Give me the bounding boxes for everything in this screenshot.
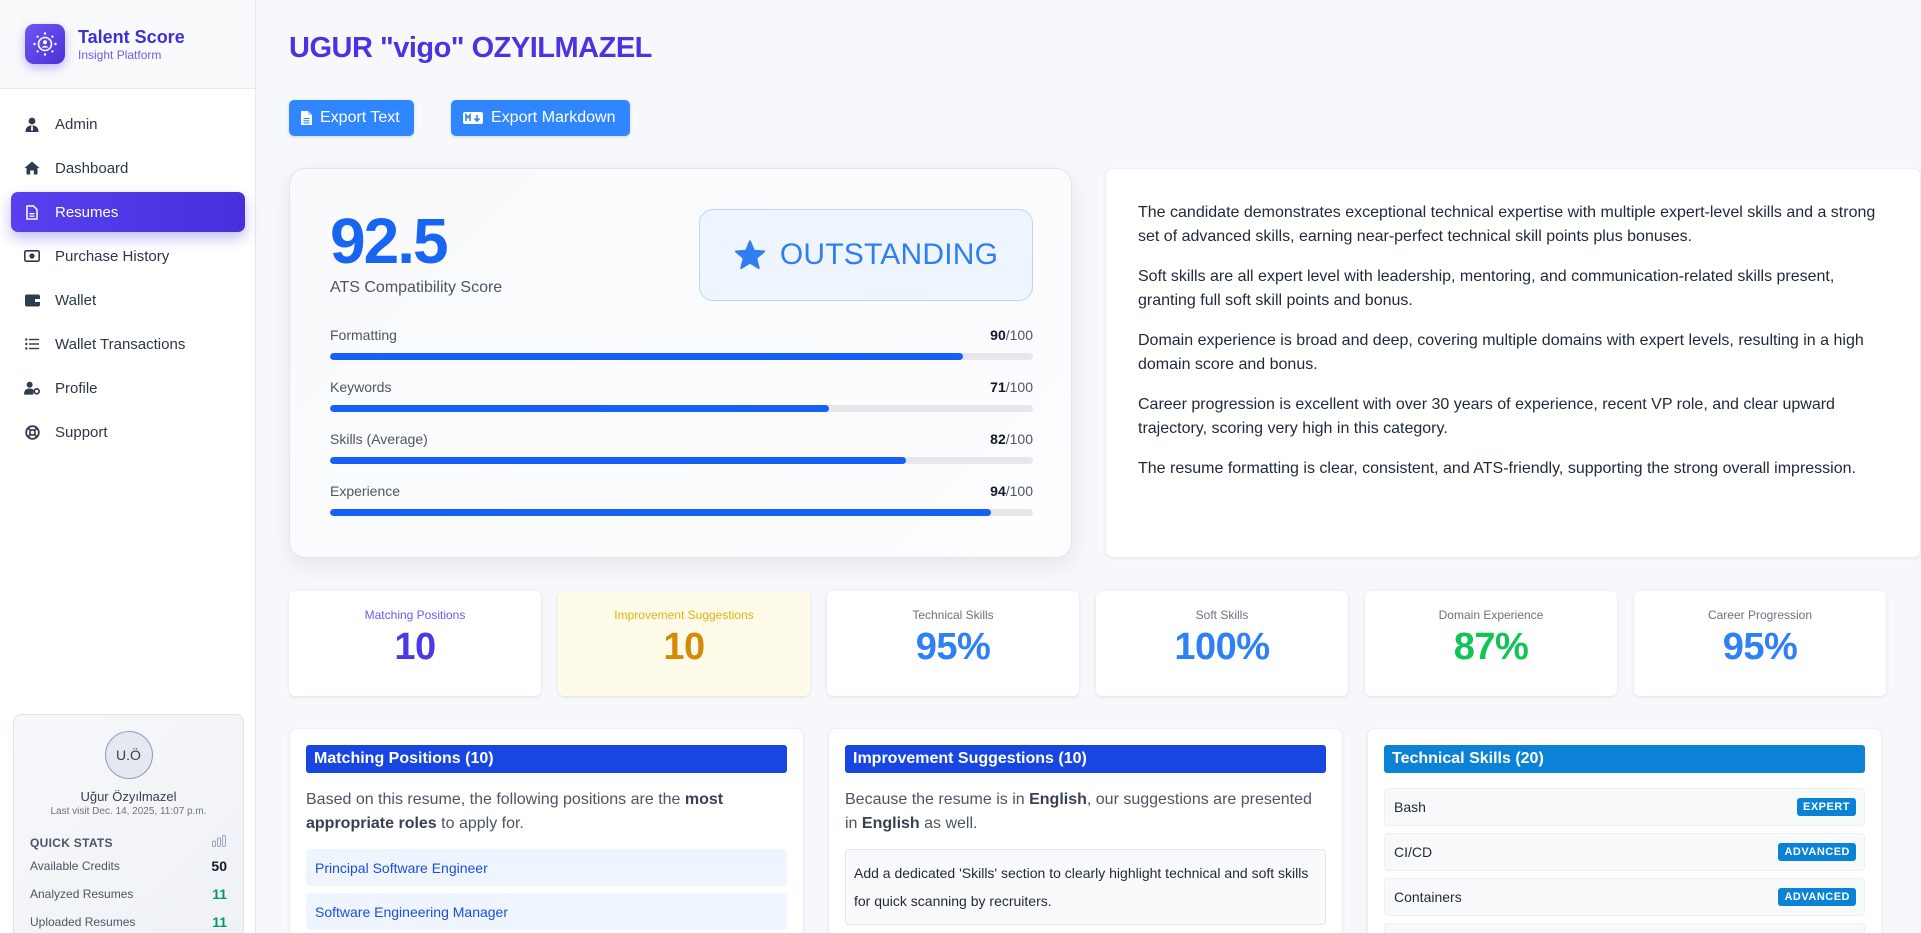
brand-title: Talent Score <box>78 26 185 47</box>
chart-bars-icon <box>212 834 226 852</box>
life-ring-icon <box>24 424 40 440</box>
progress-bar <box>330 405 1033 412</box>
sidebar-item-resumes[interactable]: Resumes <box>11 192 245 232</box>
sidebar-item-label: Wallet <box>55 291 97 309</box>
ats-score-label: ATS Compatibility Score <box>330 279 503 296</box>
progress-bar <box>330 457 1033 464</box>
skill-level-badge: EXPERT <box>1796 798 1856 816</box>
user-tie-icon <box>24 116 40 132</box>
metric-keywords: Keywords 71/100 <box>330 379 1033 412</box>
home-icon <box>24 160 40 176</box>
sidebar: Talent Score Insight Platform Admin Dash… <box>0 0 256 933</box>
summary-paragraph: Soft skills are all expert level with le… <box>1138 268 1835 309</box>
sidebar-item-admin[interactable]: Admin <box>11 104 245 144</box>
brand[interactable]: Talent Score Insight Platform <box>0 0 255 89</box>
sidebar-item-label: Wallet Transactions <box>55 335 186 353</box>
quick-stat-analyzed: Analyzed Resumes 11 <box>30 886 227 902</box>
metric-skills: Skills (Average) 82/100 <box>330 431 1033 464</box>
sidebar-item-purchase-history[interactable]: Purchase History <box>11 236 245 276</box>
summary-paragraph: Domain experience is broad and deep, cov… <box>1138 332 1864 373</box>
ats-score-value: 92.5 <box>330 205 449 277</box>
last-visit: Last visit Dec. 14, 2025, 11:07 p.m. <box>50 806 207 817</box>
file-icon <box>24 204 40 220</box>
panel-description: Because the resume is in English, our su… <box>845 791 1312 832</box>
uploaded-value: 11 <box>212 914 227 930</box>
summary-paragraph: Career progression is excellent with ove… <box>1138 396 1835 437</box>
sidebar-item-label: Purchase History <box>55 247 170 265</box>
quick-stat-uploaded: Uploaded Resumes 11 <box>30 914 227 930</box>
sidebar-nav: Admin Dashboard Resumes Purchase History… <box>0 89 255 452</box>
skill-level-badge: ADVANCED <box>1778 843 1856 861</box>
sidebar-item-label: Resumes <box>55 203 119 221</box>
metric-formatting: Formatting 90/100 <box>330 327 1033 360</box>
stat-soft-skills[interactable]: Soft Skills 100% <box>1096 591 1348 696</box>
analyzed-value: 11 <box>212 886 227 902</box>
summary-paragraph: The candidate demonstrates exceptional t… <box>1138 204 1876 245</box>
panel-description: Based on this resume, the following posi… <box>306 791 724 832</box>
user-card: U.Ö Uğur Özyılmazel Last visit Dec. 14, … <box>13 714 244 933</box>
rating-badge-text: OUTSTANDING <box>779 238 999 271</box>
quick-stat-credits: Available Credits 50 <box>30 858 227 874</box>
stat-tiles: Matching Positions 10 Improvement Sugges… <box>289 591 1886 696</box>
progress-bar <box>330 353 1033 360</box>
progress-bar <box>330 509 1033 516</box>
sidebar-item-label: Admin <box>55 115 98 133</box>
user-gear-icon <box>24 380 40 396</box>
stat-domain-experience[interactable]: Domain Experience 87% <box>1365 591 1617 696</box>
brand-logo-icon <box>25 24 65 64</box>
sidebar-item-wallet-transactions[interactable]: Wallet Transactions <box>11 324 245 364</box>
skill-item: Bash EXPERT <box>1384 788 1865 826</box>
position-item[interactable]: Principal Software Engineer <box>306 849 787 886</box>
panel-header: Improvement Suggestions (10) <box>845 745 1326 773</box>
stat-career-progression[interactable]: Career Progression 95% <box>1634 591 1886 696</box>
sidebar-item-wallet[interactable]: Wallet <box>11 280 245 320</box>
panel-header: Technical Skills (20) <box>1384 745 1865 773</box>
improvement-suggestions-panel: Improvement Suggestions (10) Because the… <box>828 728 1343 933</box>
suggestion-item: Add a dedicated 'Skills' section to clea… <box>845 849 1326 925</box>
stat-technical-skills[interactable]: Technical Skills 95% <box>827 591 1079 696</box>
sidebar-item-label: Dashboard <box>55 159 129 177</box>
sidebar-item-dashboard[interactable]: Dashboard <box>11 148 245 188</box>
ats-score-card: 92.5 ATS Compatibility Score OUTSTANDING… <box>289 168 1072 558</box>
rating-badge: OUTSTANDING <box>699 209 1033 301</box>
star-icon <box>734 240 766 270</box>
sidebar-item-profile[interactable]: Profile <box>11 368 245 408</box>
skill-item: CI/CD ADVANCED <box>1384 833 1865 871</box>
avatar[interactable]: U.Ö <box>104 731 153 779</box>
sidebar-item-label: Support <box>55 423 108 441</box>
skill-item <box>1384 923 1865 933</box>
credits-value: 50 <box>211 858 227 874</box>
panel-header: Matching Positions (10) <box>306 745 787 773</box>
position-item[interactable]: Software Engineering Manager <box>306 893 787 930</box>
brand-subtitle: Insight Platform <box>78 47 162 62</box>
matching-positions-panel: Matching Positions (10) Based on this re… <box>289 728 804 933</box>
stat-improvement-suggestions[interactable]: Improvement Suggestions 10 <box>558 591 810 696</box>
metric-experience: Experience 94/100 <box>330 483 1033 516</box>
skill-level-badge: ADVANCED <box>1778 888 1856 906</box>
sidebar-item-support[interactable]: Support <box>11 412 245 452</box>
user-name: Uğur Özyılmazel <box>80 789 177 804</box>
summary-card: The candidate demonstrates exceptional t… <box>1105 168 1921 558</box>
skill-item: Containers ADVANCED <box>1384 878 1865 916</box>
stat-matching-positions[interactable]: Matching Positions 10 <box>289 591 541 696</box>
technical-skills-panel: Technical Skills (20) Bash EXPERT CI/CD … <box>1367 728 1882 933</box>
money-bill-icon <box>24 248 40 264</box>
export-text-button[interactable]: Export Text <box>289 100 414 136</box>
file-text-icon <box>301 111 312 125</box>
summary-paragraph: The resume formatting is clear, consiste… <box>1138 460 1856 477</box>
export-markdown-button[interactable]: Export Markdown <box>451 100 630 136</box>
list-icon <box>24 336 40 352</box>
quick-stats-title: QUICK STATS <box>30 836 113 850</box>
sidebar-item-label: Profile <box>55 379 98 397</box>
page-title: UGUR "vigo" OZYILMAZEL <box>289 32 652 64</box>
wallet-icon <box>24 292 40 308</box>
markdown-icon <box>463 112 483 124</box>
